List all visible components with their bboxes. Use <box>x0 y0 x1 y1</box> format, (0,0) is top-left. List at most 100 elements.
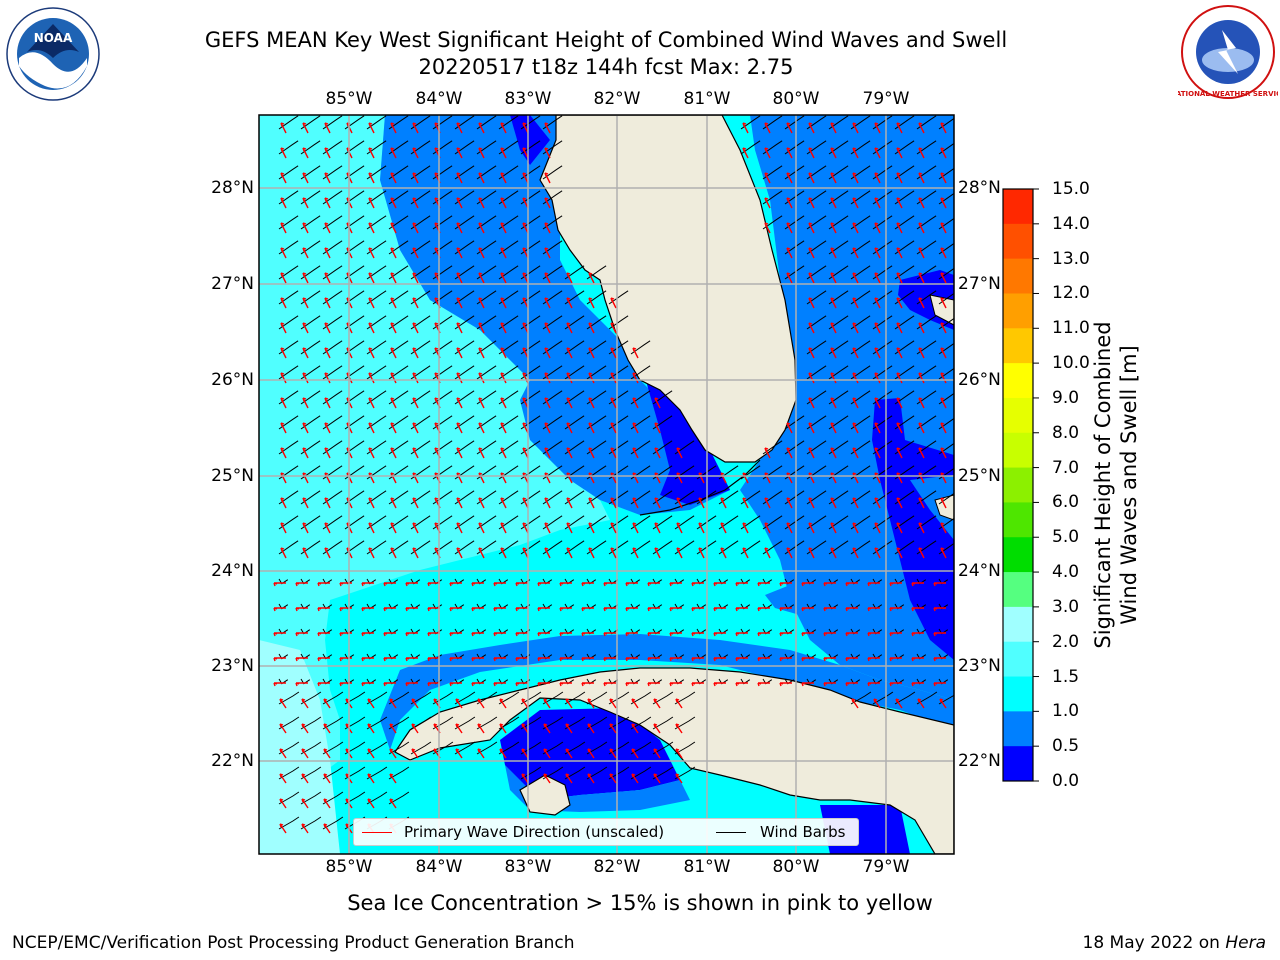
wind-barb <box>476 540 497 555</box>
wind-barb <box>784 265 805 280</box>
colorbar-tick-label: 0.5 <box>1052 736 1080 757</box>
wind-barb <box>300 365 321 380</box>
wave-arrow <box>675 773 683 784</box>
wave-arrow <box>427 632 440 637</box>
wind-barb <box>388 440 409 455</box>
wind-barb <box>938 367 954 380</box>
wave-arrow <box>543 748 551 759</box>
wind-barb <box>696 490 717 505</box>
wind-barb <box>300 791 322 805</box>
wind-barb <box>498 165 519 180</box>
wind-barb <box>476 691 498 705</box>
wind-barb <box>542 540 563 555</box>
wave-arrow <box>757 582 770 587</box>
wave-arrow <box>566 497 573 509</box>
sea-2.0-3.0m <box>259 640 340 854</box>
wave-arrow <box>830 547 837 559</box>
wave-arrow <box>911 607 924 612</box>
wave-arrow <box>390 497 397 509</box>
wind-barb <box>740 515 761 530</box>
wave-arrow <box>302 397 309 409</box>
wind-barb <box>300 140 321 155</box>
wave-arrow <box>323 823 331 834</box>
wave-arrow <box>302 497 309 509</box>
wave-arrow <box>515 682 528 687</box>
wind-barb <box>850 691 872 705</box>
wind-barb <box>498 140 519 155</box>
wave-arrow <box>764 197 771 209</box>
wind-barb <box>410 415 431 430</box>
wind-barb <box>322 140 343 155</box>
wave-arrow <box>324 147 331 159</box>
wave-arrow <box>339 632 352 637</box>
wave-arrow <box>522 197 529 209</box>
wind-barb <box>278 165 299 180</box>
wave-arrow <box>940 447 947 459</box>
wind-barb <box>520 415 541 430</box>
wind-barb <box>586 440 607 455</box>
wave-arrow <box>786 522 793 534</box>
wave-arrow <box>742 497 749 509</box>
wave-arrow <box>587 748 595 759</box>
wave-arrow <box>808 322 815 334</box>
wave-arrow <box>647 582 660 587</box>
wave-arrow <box>456 497 463 509</box>
wave-arrow <box>940 522 947 534</box>
wind-barb <box>806 190 827 205</box>
wind-barb <box>322 240 343 255</box>
lon-label: 84°W <box>415 89 463 109</box>
wave-arrow <box>669 682 682 687</box>
wave-arrow <box>279 698 287 709</box>
wind-barb <box>652 515 673 530</box>
wave-arrow <box>918 247 925 259</box>
wind-barb <box>476 190 497 205</box>
wave-arrow <box>757 657 770 662</box>
wind-barb <box>564 741 586 755</box>
wind-barb <box>916 490 937 505</box>
wave-arrow <box>581 657 594 662</box>
wind-barb <box>828 190 849 205</box>
wave-arrow <box>845 582 858 587</box>
wind-barb <box>564 515 585 530</box>
wave-arrow <box>588 497 595 509</box>
wind-barb <box>366 365 387 380</box>
wave-arrow <box>654 447 661 459</box>
sea-0-0.5m-bahamas-south <box>872 398 954 660</box>
wind-barb <box>542 165 563 180</box>
wind-barb <box>806 265 827 280</box>
wind-barb <box>498 490 519 505</box>
wave-arrow <box>324 547 331 559</box>
wave-arrow <box>896 447 903 459</box>
wave-arrow <box>830 222 837 234</box>
wave-arrow <box>302 372 309 384</box>
wind-barb <box>476 415 497 430</box>
wind-barb <box>696 515 717 530</box>
wind-barb <box>938 417 954 430</box>
wind-barb <box>388 215 409 230</box>
wind-barb <box>322 290 343 305</box>
wind-barb <box>850 540 871 555</box>
wave-arrow <box>559 657 572 662</box>
lat-label: 25°N <box>958 466 1001 486</box>
wind-legend-label: Wind Barbs <box>760 823 846 841</box>
wind-barb <box>916 215 937 230</box>
wave-arrow <box>389 798 397 809</box>
colorbar-tick-label: 12.0 <box>1052 283 1090 304</box>
wave-arrow <box>493 682 506 687</box>
wave-arrow <box>390 122 397 134</box>
wave-arrow <box>918 497 925 509</box>
wave-arrow <box>609 773 617 784</box>
wave-arrow <box>632 497 639 509</box>
wind-barb <box>410 265 431 280</box>
wave-arrow <box>412 347 419 359</box>
wave-arrow <box>537 632 550 637</box>
wind-barb <box>454 741 476 755</box>
wave-arrow <box>500 272 507 284</box>
wind-barb <box>586 340 607 355</box>
wind-barb <box>784 515 805 530</box>
wind-barb <box>894 390 915 405</box>
wave-arrow <box>588 447 595 459</box>
wind-barb <box>498 315 519 330</box>
wave-arrow <box>874 172 881 184</box>
wave-arrow <box>720 522 727 534</box>
